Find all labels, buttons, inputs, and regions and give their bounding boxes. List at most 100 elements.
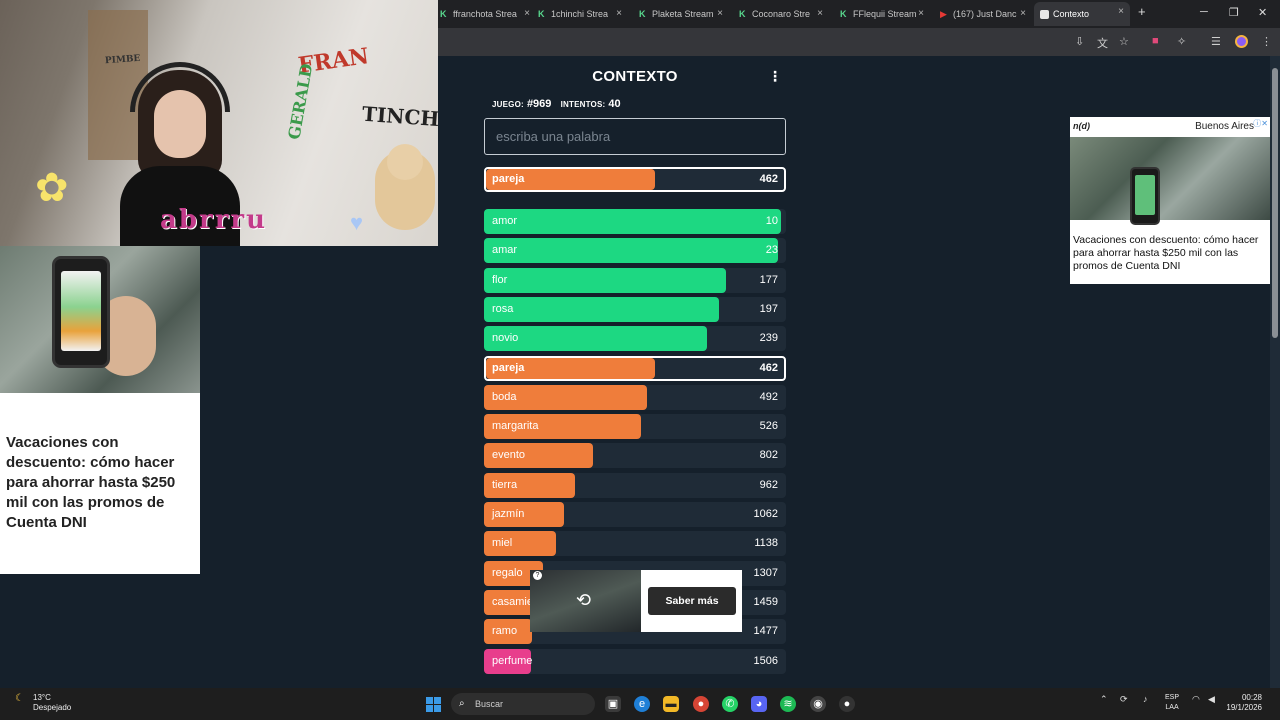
spotify-icon[interactable]: ≋ [780,696,796,712]
wifi-icon[interactable]: ◠ [1192,694,1200,704]
tab-close-icon[interactable]: × [717,8,723,19]
extensions-puzzle-icon[interactable]: ✧ [1177,36,1187,48]
install-app-icon[interactable]: ⇩ [1075,36,1085,48]
tab-close-icon[interactable]: × [1118,6,1124,17]
tab-contexto[interactable]: Contexto × [1034,2,1130,26]
guess-row: boda 492 [484,384,786,410]
ad-video[interactable]: ? ⟲ [530,570,641,632]
discord-icon[interactable]: ◕ [751,696,767,712]
guess-rank: 492 [759,390,778,403]
file-explorer-icon[interactable]: ▬ [663,696,679,712]
edge-icon[interactable]: e [634,696,650,712]
translate-icon[interactable]: 文 [1097,38,1108,50]
weather-widget[interactable]: 13°C Despejado [33,693,71,713]
obs-icon[interactable]: ◉ [810,696,826,712]
new-tab-button[interactable]: + [1138,4,1146,19]
replay-icon[interactable]: ⟲ [576,590,592,610]
guess-row: pareja 462 [484,355,786,381]
similarity-bar [484,472,575,498]
guess-word: evento [492,449,526,462]
guess-rank: 1477 [753,625,778,638]
kick-icon: K [639,8,646,19]
sign-gerald: GERALD [284,62,317,141]
ad-photo [1070,137,1270,225]
chrome-icon[interactable]: ● [693,696,709,712]
guess-rank: 802 [759,449,778,462]
lang-code: ESP [1165,694,1180,701]
game-title: CONTEXTO [592,68,678,85]
heart-icon: ♥ [350,210,364,235]
ad-banner-right[interactable]: n(d) Buenos Aires ⓘ✕ Vacaciones con desc… [1070,117,1270,284]
guess-rank: 1062 [753,508,778,520]
game-stats: JUEGO: #969 INTENTOS: 40 [492,98,621,110]
taskbar-search[interactable]: ⌕ Buscar [451,693,595,715]
tab-youtube[interactable]: ▶ (167) Just Danc × [940,4,1026,24]
guess-row: novio 239 [484,326,786,352]
saber-mas-button[interactable]: Saber más [648,587,736,615]
browser-menu-icon[interactable]: ⋮ [1261,36,1272,48]
similarity-bar [484,384,647,410]
webcam-overlay: PIMBE FRAN GERALD TINCHO ✿ ♥ abrrru [0,0,438,246]
page-scrollbar[interactable] [1270,56,1280,688]
search-placeholder: Buscar [475,699,504,709]
ad-banner-bottom[interactable]: ? ⟲ Saber más [530,570,742,632]
volume-icon[interactable]: ◀ [1208,694,1215,704]
tab-coconaro[interactable]: K Coconaro Stre × [739,4,823,24]
ad-choices-icon[interactable]: ⓘ✕ [1253,119,1268,128]
close-window-icon[interactable]: ✕ [1258,7,1268,19]
ad-headline: Vacaciones con descuento: cómo hacer par… [1073,234,1259,272]
temperature: 13°C [33,693,51,702]
clock-time: 00:28 [1241,693,1262,702]
language-indicator[interactable]: ESP LAA [1165,693,1179,713]
ad-photo [0,246,200,393]
weather-condition: Despejado [33,703,72,712]
guess-word: pareja [492,173,525,185]
tab-search-icon[interactable]: ☰ [1211,36,1221,48]
profile-avatar[interactable] [1235,35,1248,48]
guess-rank: 197 [759,302,778,315]
task-view-icon[interactable]: ▣ [605,696,621,712]
guess-rank: 1138 [754,537,778,550]
guess-row: margarita 526 [484,414,786,440]
ad-city: Buenos Aires [1195,121,1254,132]
scrollbar-thumb[interactable] [1272,68,1278,338]
windows-start-icon[interactable] [426,697,441,712]
ad-banner-left[interactable]: Vacaciones con descuento: cómo hacer par… [0,246,200,574]
tab-ffranchota[interactable]: K ffranchota Strea × [440,4,530,24]
tab-plaketa[interactable]: K Plaketa Stream × [639,4,723,24]
bookmark-star-icon[interactable]: ☆ [1119,36,1129,48]
guess-rank: 23 [765,244,778,257]
maximize-icon[interactable]: ❐ [1229,7,1239,19]
tab-1chinchi[interactable]: K 1chinchi Strea × [538,4,622,24]
tab-label: Contexto [1053,9,1090,19]
word-input[interactable] [484,118,786,155]
app-icon[interactable]: ● [839,696,855,712]
tab-close-icon[interactable]: × [817,8,823,19]
tab-close-icon[interactable]: × [524,8,530,19]
similarity-bar [484,267,726,293]
guess-word: flor [492,273,508,286]
extension-icon[interactable]: ■ [1152,35,1159,47]
contexto-icon [1040,9,1049,19]
minimize-icon[interactable]: ─ [1200,6,1208,18]
guess-word: novio [492,332,519,345]
ad-brand: n(d) [1073,121,1090,131]
guess-row: amor 10 [484,209,786,234]
tab-close-icon[interactable]: × [918,8,924,19]
game-number: #969 [526,98,552,110]
menu-icon[interactable]: ⋮ [768,68,782,84]
guess-word: boda [492,390,517,403]
ad-info-icon[interactable]: ? [533,571,542,580]
system-clock[interactable]: 00:28 19/1/2026 [1222,693,1262,713]
guess-rank: 962 [759,478,778,491]
whatsapp-icon[interactable]: ✆ [722,696,738,712]
guess-rank: 462 [759,173,778,185]
tray-chevron-icon[interactable]: ⌃ [1100,694,1108,704]
tray-app-icon[interactable]: ⟳ [1120,694,1128,704]
tab-fflequii[interactable]: K FFlequii Stream × [840,4,924,24]
guess-row: amar 23 [484,238,786,264]
microphone-icon[interactable]: ♪ [1143,694,1148,704]
weather-icon[interactable]: ☾ [15,693,24,704]
tab-close-icon[interactable]: × [1020,8,1026,19]
tab-close-icon[interactable]: × [616,8,622,19]
